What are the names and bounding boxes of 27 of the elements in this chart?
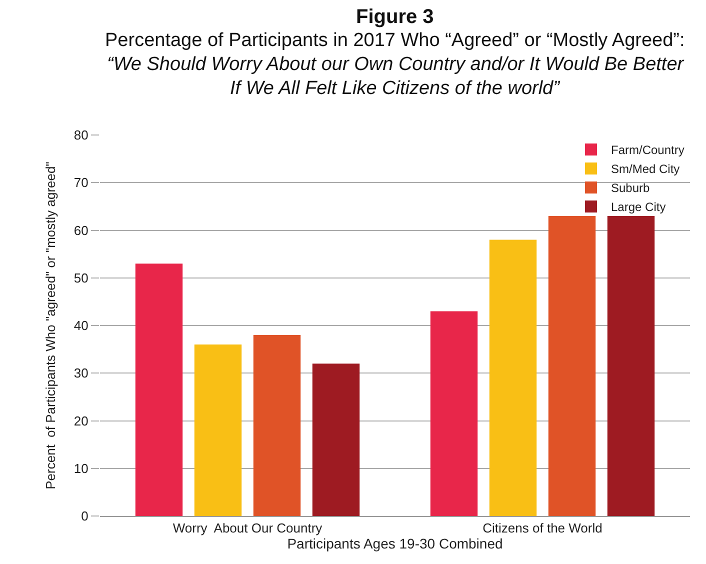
bar (489, 240, 537, 516)
y-tick-label: 10 (74, 460, 88, 476)
bar (548, 216, 596, 516)
y-tick-label: 70 (74, 175, 88, 190)
y-tick-label: 80 (74, 128, 88, 143)
y-tick-label: 50 (74, 270, 88, 286)
bar (430, 311, 478, 516)
bar (312, 364, 360, 516)
legend-label: Farm/Country (611, 143, 684, 158)
y-tick-label: 20 (74, 413, 88, 428)
legend-label: Large City (611, 200, 666, 214)
y-tick-label: 40 (74, 318, 88, 334)
y-tick-label: 60 (74, 222, 88, 238)
x-tick-label: Worry About Our Country (172, 520, 323, 536)
bar (607, 216, 655, 516)
bar (253, 335, 301, 516)
x-axis-title: Participants Ages 19-30 Combined (287, 536, 503, 552)
y-tick-label: 30 (74, 366, 88, 381)
bar (135, 264, 183, 516)
bar (194, 344, 242, 516)
y-tick-label: 0 (81, 508, 88, 524)
y-axis-title: Percent of Participants Who "agreed" or "mostly agreed" (42, 161, 58, 490)
x-tick-label: Citizens of the World (482, 520, 602, 536)
chart-title: Figure 3 (356, 6, 434, 28)
chart-subtitle: Percentage of Participants in 2017 Who “Agreed” or “Mostly Agreed”: “We Should Worry About our Own Country and/or It Would Be Better If We All Felt Like Citizens of the world” (105, 30, 685, 99)
legend-label: Sm/Med City (611, 162, 680, 176)
legend-label: Suburb (611, 181, 650, 196)
